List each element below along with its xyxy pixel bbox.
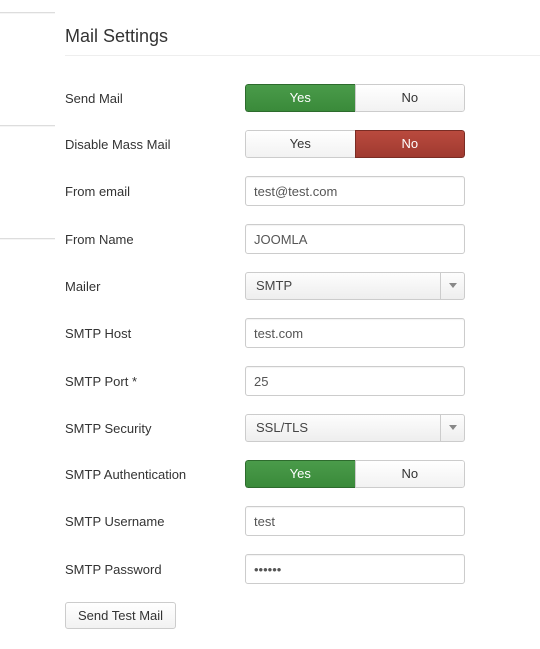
label-mailer: Mailer xyxy=(65,279,245,294)
input-smtp-host[interactable] xyxy=(245,318,465,348)
toggle-disable-mass-mail-yes[interactable]: Yes xyxy=(245,130,355,158)
row-smtp-security: SMTP Security SSL/TLS xyxy=(65,414,540,442)
divider xyxy=(65,55,540,56)
toggle-send-mail-no[interactable]: No xyxy=(355,84,466,112)
input-from-email[interactable] xyxy=(245,176,465,206)
select-smtp-security[interactable]: SSL/TLS xyxy=(245,414,465,442)
chevron-down-icon xyxy=(440,415,464,441)
input-from-name[interactable] xyxy=(245,224,465,254)
row-smtp-port: SMTP Port * xyxy=(65,366,540,396)
input-smtp-port[interactable] xyxy=(245,366,465,396)
select-mailer-value: SMTP xyxy=(246,273,464,299)
label-from-email: From email xyxy=(65,184,245,199)
mail-settings-section: Mail Settings Send Mail Yes No Disable M… xyxy=(0,26,540,649)
row-smtp-password: SMTP Password xyxy=(65,554,540,584)
label-smtp-security: SMTP Security xyxy=(65,421,245,436)
input-smtp-username[interactable] xyxy=(245,506,465,536)
label-smtp-password: SMTP Password xyxy=(65,562,245,577)
row-from-email: From email xyxy=(65,176,540,206)
toggle-disable-mass-mail[interactable]: Yes No xyxy=(245,130,465,158)
input-smtp-password[interactable] xyxy=(245,554,465,584)
toggle-smtp-auth-no[interactable]: No xyxy=(355,460,466,488)
send-test-mail-button[interactable]: Send Test Mail xyxy=(65,602,176,629)
toggle-smtp-auth[interactable]: Yes No xyxy=(245,460,465,488)
toggle-smtp-auth-yes[interactable]: Yes xyxy=(245,460,355,488)
toggle-disable-mass-mail-no[interactable]: No xyxy=(355,130,466,158)
label-disable-mass-mail: Disable Mass Mail xyxy=(65,137,245,152)
row-mailer: Mailer SMTP xyxy=(65,272,540,300)
row-from-name: From Name xyxy=(65,224,540,254)
row-smtp-username: SMTP Username xyxy=(65,506,540,536)
row-smtp-host: SMTP Host xyxy=(65,318,540,348)
label-smtp-host: SMTP Host xyxy=(65,326,245,341)
label-smtp-auth: SMTP Authentication xyxy=(65,467,245,482)
section-title: Mail Settings xyxy=(65,26,540,47)
label-smtp-username: SMTP Username xyxy=(65,514,245,529)
label-from-name: From Name xyxy=(65,232,245,247)
label-send-mail: Send Mail xyxy=(65,91,245,106)
label-smtp-port: SMTP Port * xyxy=(65,374,245,389)
select-mailer[interactable]: SMTP xyxy=(245,272,465,300)
toggle-send-mail[interactable]: Yes No xyxy=(245,84,465,112)
chevron-down-icon xyxy=(440,273,464,299)
row-disable-mass-mail: Disable Mass Mail Yes No xyxy=(65,130,540,158)
row-smtp-auth: SMTP Authentication Yes No xyxy=(65,460,540,488)
row-send-mail: Send Mail Yes No xyxy=(65,84,540,112)
select-smtp-security-value: SSL/TLS xyxy=(246,415,464,441)
toggle-send-mail-yes[interactable]: Yes xyxy=(245,84,355,112)
